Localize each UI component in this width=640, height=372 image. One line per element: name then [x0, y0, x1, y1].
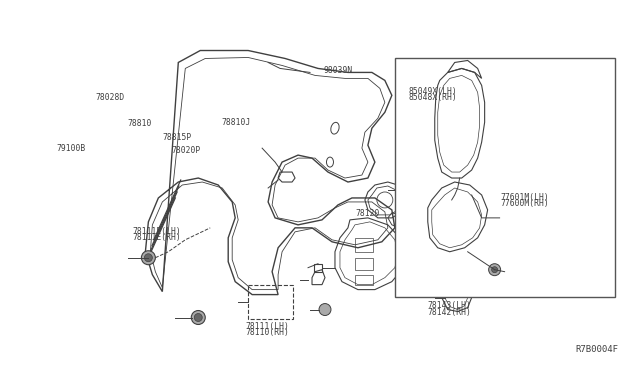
Text: R7B0004F: R7B0004F [576, 344, 619, 353]
Bar [396, 58, 615, 297]
Circle shape [141, 251, 156, 265]
Text: 78111E(RH): 78111E(RH) [132, 232, 182, 242]
Text: 78110(RH): 78110(RH) [246, 328, 289, 337]
Text: 77601M(LH): 77601M(LH) [500, 193, 549, 202]
Circle shape [492, 267, 498, 273]
Text: 78143(LH): 78143(LH) [428, 301, 471, 310]
Circle shape [195, 314, 202, 321]
Text: 78142(RH): 78142(RH) [428, 308, 471, 317]
Text: 79100B: 79100B [57, 144, 86, 153]
Text: 78028D: 78028D [95, 93, 124, 102]
Text: 78810: 78810 [127, 119, 152, 128]
Bar [355, 238, 373, 252]
Bar [314, 264, 322, 272]
Text: 78111(LH): 78111(LH) [246, 321, 289, 331]
Circle shape [145, 254, 152, 262]
Bar [355, 275, 373, 285]
Text: 85049X(LH): 85049X(LH) [408, 87, 457, 96]
Circle shape [488, 264, 500, 276]
Text: 78111F(LH): 78111F(LH) [132, 227, 182, 236]
Circle shape [191, 311, 205, 324]
Circle shape [319, 304, 331, 315]
Text: 85048X(RH): 85048X(RH) [408, 93, 457, 102]
Bar [248, 285, 293, 320]
Bar [355, 258, 373, 270]
Text: 78815P: 78815P [163, 133, 191, 142]
Text: 78810J: 78810J [221, 118, 250, 127]
Text: 98039N: 98039N [323, 66, 353, 75]
Text: 78120: 78120 [355, 209, 380, 218]
Text: 77600M(RH): 77600M(RH) [500, 199, 549, 208]
Text: 78020P: 78020P [172, 145, 201, 154]
